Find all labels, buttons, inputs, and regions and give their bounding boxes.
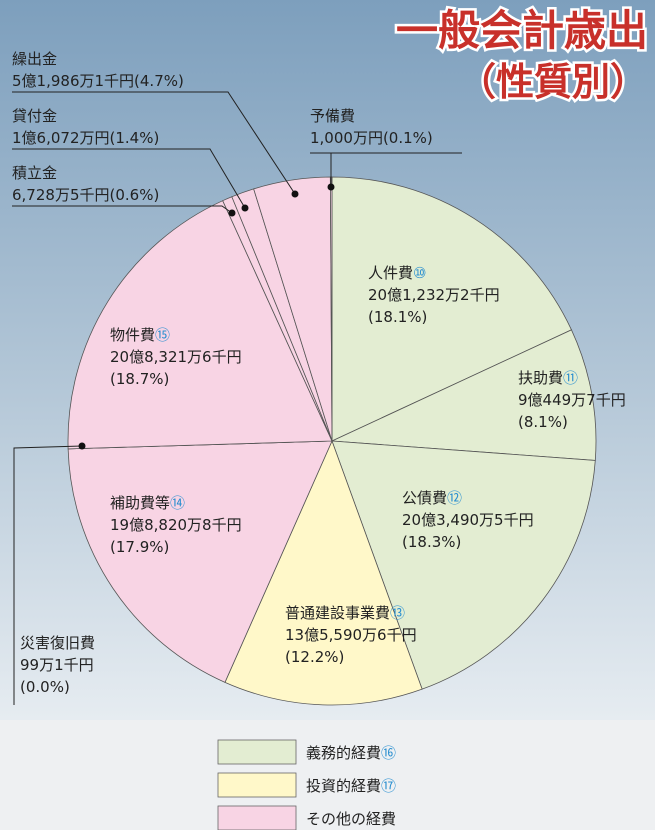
leader-dot	[242, 205, 249, 212]
slice-label: 繰出金	[12, 50, 57, 68]
legend-marker: ⑯	[381, 744, 396, 762]
amount: 6,728万5千円	[12, 186, 110, 204]
chart-title: 一般会計歳出	[396, 6, 648, 55]
slice-label: 物件費⑮	[110, 326, 170, 344]
category-name: 災害復旧費	[20, 634, 95, 652]
legend-label: 投資的経費⑰	[306, 777, 396, 795]
slice-amount: 1億6,072万円(1.4%)	[12, 129, 159, 147]
amount: 1,000万円	[310, 129, 383, 147]
slice-amount: 9億449万7千円	[518, 391, 626, 409]
category-name: 扶助費	[518, 369, 563, 387]
slice-label: 災害復旧費	[20, 634, 95, 652]
legend-name: 義務的経費	[306, 744, 381, 762]
legend-swatch	[218, 740, 296, 764]
legend-swatch	[218, 773, 296, 797]
legend-marker: ⑰	[381, 777, 396, 795]
category-name: 予備費	[310, 107, 355, 125]
leader-dot	[328, 184, 335, 191]
category-marker: ⑬	[390, 604, 405, 622]
chart: 一般会計歳出 （性質別） 人件費⑩ 20億1,232万2千円 (18.1%) 扶助費⑪…	[0, 0, 655, 830]
slice-amount: 1,000万円(0.1%)	[310, 129, 433, 147]
legend-label: 義務的経費⑯	[306, 744, 396, 762]
category-name: 貸付金	[12, 107, 57, 125]
category-name: 普通建設事業費	[285, 604, 390, 622]
slice-label: 予備費	[310, 107, 355, 125]
legend-swatch	[218, 806, 296, 830]
category-marker: ⑩	[413, 264, 426, 282]
amount: 5億1,986万1千円	[12, 72, 134, 90]
leader-dot	[292, 191, 299, 198]
slice-percent: (18.7%)	[110, 370, 169, 388]
leader-dot	[229, 210, 236, 217]
slice-percent: (0.0%)	[20, 678, 70, 696]
slice-label: 普通建設事業費⑬	[285, 604, 405, 622]
slice-label: 扶助費⑪	[518, 369, 578, 387]
slice-percent: (8.1%)	[518, 413, 568, 431]
category-name: 繰出金	[12, 50, 57, 68]
slice-label: 人件費⑩	[368, 264, 426, 282]
slice-percent: (18.1%)	[368, 308, 427, 326]
category-name: 補助費等	[110, 494, 170, 512]
slice-amount: 6,728万5千円(0.6%)	[12, 186, 159, 204]
legend-name: その他の経費	[306, 810, 396, 828]
percent: (0.1%)	[383, 129, 433, 147]
category-name: 積立金	[12, 164, 57, 182]
percent: (0.6%)	[110, 186, 160, 204]
percent: (4.7%)	[134, 72, 184, 90]
slice-percent: (12.2%)	[285, 648, 344, 666]
slice-amount: 99万1千円	[20, 656, 94, 674]
leader-dot	[79, 443, 86, 450]
slice-amount: 20億1,232万2千円	[368, 286, 500, 304]
category-marker: ⑫	[447, 489, 462, 507]
slice-amount: 20億3,490万5千円	[402, 511, 534, 529]
category-marker: ⑮	[155, 326, 170, 344]
slice-amount: 13億5,590万6千円	[285, 626, 417, 644]
category-marker: ⑪	[563, 369, 578, 387]
slice-amount: 20億8,321万6千円	[110, 348, 242, 366]
percent: (1.4%)	[110, 129, 160, 147]
slice-label: 補助費等⑭	[110, 494, 185, 512]
slice-amount: 19億8,820万8千円	[110, 516, 242, 534]
amount: 1億6,072万円	[12, 129, 110, 147]
slice-label: 積立金	[12, 164, 57, 182]
legend-label: その他の経費	[306, 810, 396, 828]
category-name: 物件費	[110, 326, 155, 344]
slice-percent: (17.9%)	[110, 538, 169, 556]
legend-name: 投資的経費	[306, 777, 381, 795]
slice-amount: 5億1,986万1千円(4.7%)	[12, 72, 184, 90]
chart-subtitle: （性質別）	[458, 60, 648, 104]
category-name: 公債費	[402, 489, 447, 507]
slice-label: 貸付金	[12, 107, 57, 125]
slice-label: 公債費⑫	[402, 489, 462, 507]
category-name: 人件費	[368, 264, 413, 282]
category-marker: ⑭	[170, 494, 185, 512]
slice-percent: (18.3%)	[402, 533, 461, 551]
